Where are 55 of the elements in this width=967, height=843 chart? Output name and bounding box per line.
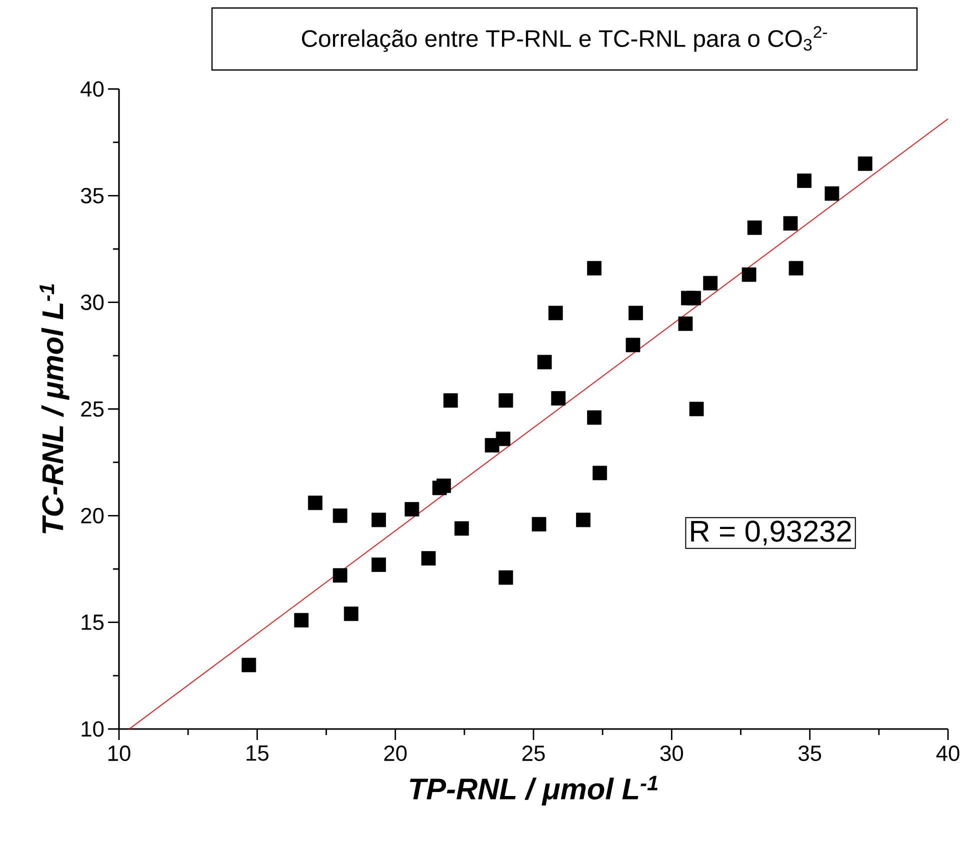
- x-tick-label: 15: [246, 746, 268, 761]
- x-tick-label: 35: [798, 746, 822, 762]
- point: [498, 393, 514, 408]
- x-tick-label: 20: [384, 746, 407, 762]
- point: [372, 512, 386, 528]
- point: [686, 290, 701, 306]
- point: [532, 517, 546, 532]
- point: [797, 174, 812, 188]
- point: [496, 432, 510, 446]
- point: [783, 216, 798, 231]
- point: [344, 606, 358, 621]
- point: [703, 276, 718, 290]
- point: [548, 306, 563, 320]
- chart-title: Correlação entre TP-RNL e TC-RNL para o CO$_{3}$2-: [302, 26, 827, 52]
- point: [628, 306, 643, 320]
- point: [626, 338, 640, 352]
- x-tick-label: 25: [522, 746, 545, 762]
- point: [421, 551, 436, 566]
- point: [824, 186, 840, 201]
- point: [436, 478, 451, 493]
- point: [372, 558, 386, 572]
- point: [308, 496, 322, 510]
- point: [747, 220, 762, 235]
- x-axis-title: TP-RNL / μmol L$^{-1}$: [410, 776, 658, 806]
- x-tick-label: 40: [936, 746, 960, 762]
- point: [332, 568, 348, 583]
- y-tick-label: 40: [80, 81, 104, 97]
- point: [332, 508, 348, 523]
- point: [858, 156, 872, 171]
- y-tick-label: 10: [82, 721, 104, 737]
- y-tick-label: 25: [81, 401, 104, 417]
- y-tick-label: 35: [80, 188, 104, 204]
- y-tick-label: 30: [80, 294, 104, 310]
- y-axis-title: TC-RNL / μmol L$^{-1}$: [40, 284, 70, 534]
- y-tick-label: 15: [82, 614, 104, 630]
- point: [592, 466, 608, 480]
- point: [587, 260, 602, 276]
- annotation: R = 0,93232: [691, 520, 851, 546]
- point: [742, 267, 756, 282]
- point: [498, 570, 514, 585]
- point: [404, 502, 420, 516]
- point: [678, 316, 693, 331]
- point: [242, 658, 256, 672]
- point: [537, 354, 552, 370]
- point: [587, 410, 602, 425]
- point: [551, 391, 566, 406]
- x-tick-label: 30: [660, 746, 683, 762]
- point: [689, 402, 704, 416]
- point: [576, 512, 590, 528]
- x-tick-label: 10: [108, 746, 130, 762]
- point: [443, 393, 458, 408]
- point: [788, 260, 804, 276]
- point: [454, 521, 469, 536]
- point: [294, 613, 309, 628]
- y-tick-label: 20: [81, 508, 104, 524]
